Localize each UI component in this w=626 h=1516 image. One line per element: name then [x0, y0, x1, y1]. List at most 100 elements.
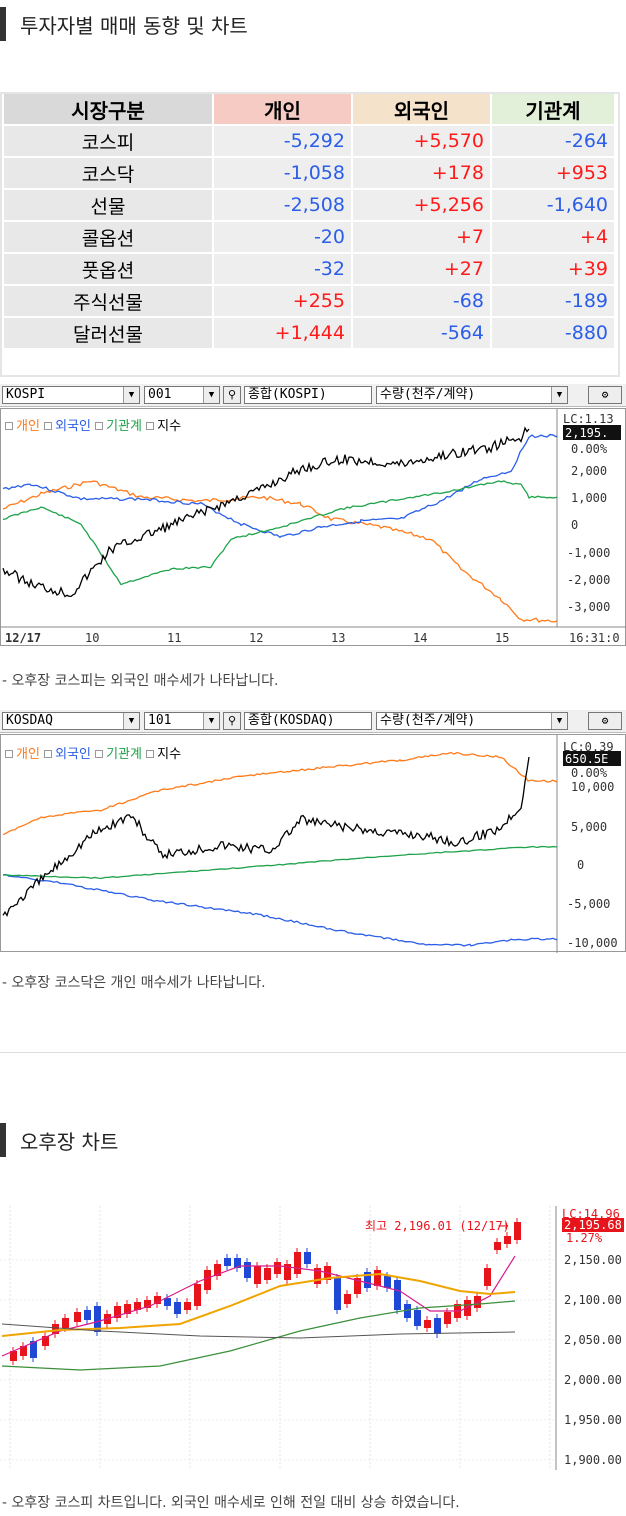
- chevron-down-icon[interactable]: ▼: [551, 387, 567, 403]
- cell-individual: -5,292: [212, 124, 353, 158]
- candle: [224, 1258, 231, 1266]
- legend-individual: 개인: [16, 747, 40, 762]
- candle-svg: 최고 2,196.01 (12/17) → LC:14.96 2,195.68 …: [0, 1206, 624, 1470]
- chevron-down-icon[interactable]: ▼: [203, 387, 219, 403]
- code-select[interactable]: 001 ▼: [144, 386, 220, 404]
- x-tick: 13: [331, 631, 345, 645]
- y-tick: -2,000: [567, 573, 610, 587]
- table-row: 콜옵션 -20 +7 +4: [2, 220, 617, 254]
- candle: [254, 1266, 261, 1284]
- price-tag: 650.5E: [565, 752, 608, 766]
- candle: [84, 1310, 91, 1320]
- ma-line: [1, 1323, 516, 1339]
- series-individual-line: [2, 751, 558, 836]
- header-individual: 개인: [212, 92, 353, 126]
- gear-icon[interactable]: ⚙: [588, 712, 622, 730]
- y-tick: 0: [571, 518, 578, 532]
- candle: [384, 1276, 391, 1288]
- title-bar: [0, 1123, 6, 1157]
- market-select[interactable]: KOSDAQ ▼: [2, 712, 140, 730]
- cell-foreign: +5,256: [350, 188, 492, 222]
- candle: [30, 1341, 37, 1358]
- market-select[interactable]: KOSPI ▼: [2, 386, 140, 404]
- row-label: 풋옵션: [2, 252, 214, 286]
- cell-individual: +255: [212, 284, 353, 318]
- unit-select[interactable]: 수량(천주/계약) ▼: [376, 386, 568, 404]
- legend-square-icon: [5, 422, 13, 430]
- candle: [174, 1302, 181, 1314]
- series-individual-line: [2, 480, 558, 623]
- y-tick: 1,000: [571, 491, 607, 505]
- section-title-text: 투자자별 매매 동향 및 차트: [20, 13, 248, 38]
- candle-chart: 최고 2,196.01 (12/17) → LC:14.96 2,195.68 …: [0, 1206, 626, 1470]
- kospi-toolbar: KOSPI ▼ 001 ▼ ⚲ 종합(KOSPI) 수량(천주/계약) ▼ ⚙: [0, 384, 626, 407]
- chevron-down-icon[interactable]: ▼: [551, 713, 567, 729]
- candle: [304, 1252, 311, 1264]
- legend-foreign: 외국인: [55, 419, 91, 434]
- kosdaq-flow-svg: LC:0.39 650.5E 0.00% 10,000 5,000 0 -5,0…: [2, 735, 621, 953]
- candle: [144, 1300, 151, 1308]
- unit-select[interactable]: 수량(천주/계약) ▼: [376, 712, 568, 730]
- cell-institution: -264: [489, 124, 617, 158]
- cell-foreign: +27: [350, 252, 492, 286]
- search-icon[interactable]: ⚲: [223, 386, 241, 404]
- cell-foreign: +5,570: [350, 124, 492, 158]
- candle: [434, 1318, 441, 1334]
- legend-foreign: 외국인: [55, 747, 91, 762]
- x-tick: 11: [167, 631, 181, 645]
- candle: [364, 1272, 371, 1288]
- cell-individual: -1,058: [212, 156, 353, 190]
- cell-foreign: -68: [350, 284, 492, 318]
- candle: [514, 1222, 521, 1240]
- candle: [334, 1278, 341, 1310]
- candle: [184, 1302, 191, 1310]
- chevron-down-icon[interactable]: ▼: [123, 713, 139, 729]
- candle: [62, 1318, 69, 1328]
- cell-institution: +953: [489, 156, 617, 190]
- ma-line: [1, 1255, 516, 1357]
- candle: [10, 1351, 17, 1361]
- name-field: 종합(KOSPI): [244, 386, 372, 404]
- candle: [94, 1306, 101, 1332]
- legend-square-icon: [146, 422, 155, 430]
- cell-institution: -880: [489, 316, 617, 350]
- candle: [42, 1336, 49, 1346]
- legend-square-icon: [95, 750, 104, 758]
- code-select-value: 001: [148, 387, 172, 402]
- candle: [394, 1280, 401, 1310]
- cell-individual: -2,508: [212, 188, 353, 222]
- legend-index: 지수: [157, 747, 182, 762]
- header-foreign: 외국인: [350, 92, 492, 126]
- x-tick: 16:31:0: [569, 631, 620, 645]
- candle: [354, 1278, 361, 1294]
- candle: [114, 1306, 121, 1318]
- cell-institution: -1,640: [489, 188, 617, 222]
- x-tick: 12/17: [5, 631, 41, 645]
- row-label: 선물: [2, 188, 214, 222]
- candle: [52, 1324, 59, 1334]
- unit-select-value: 수량(천주/계약): [380, 387, 476, 402]
- table-row: 코스닥 -1,058 +178 +953: [2, 156, 617, 190]
- gear-icon[interactable]: ⚙: [588, 386, 622, 404]
- code-select-value: 101: [148, 713, 172, 728]
- code-select[interactable]: 101 ▼: [144, 712, 220, 730]
- ma-line: [1, 1272, 516, 1337]
- chevron-down-icon[interactable]: ▼: [203, 713, 219, 729]
- row-label: 코스피: [2, 124, 214, 158]
- candle: [214, 1264, 221, 1276]
- legend-square-icon: [44, 422, 53, 430]
- kospi-flow-svg: LC:1.13 2,195. 0.00% 2,000 1,000 0 -1,00…: [1, 409, 626, 645]
- chevron-down-icon[interactable]: ▼: [123, 387, 139, 403]
- cell-foreign: +178: [350, 156, 492, 190]
- divider: [0, 1052, 626, 1053]
- price-tag-bg: [562, 1218, 624, 1232]
- pct-label: 1.27%: [566, 1231, 603, 1245]
- y-tick: 2,000.00: [564, 1373, 622, 1387]
- price-tag: 2,195.68: [564, 1218, 622, 1232]
- header-market: 시장구분: [2, 92, 214, 126]
- search-icon[interactable]: ⚲: [223, 712, 241, 730]
- top-label: LC:14.96: [562, 1207, 620, 1221]
- candle: [484, 1268, 491, 1286]
- candle: [414, 1310, 421, 1326]
- x-tick: 12: [249, 631, 263, 645]
